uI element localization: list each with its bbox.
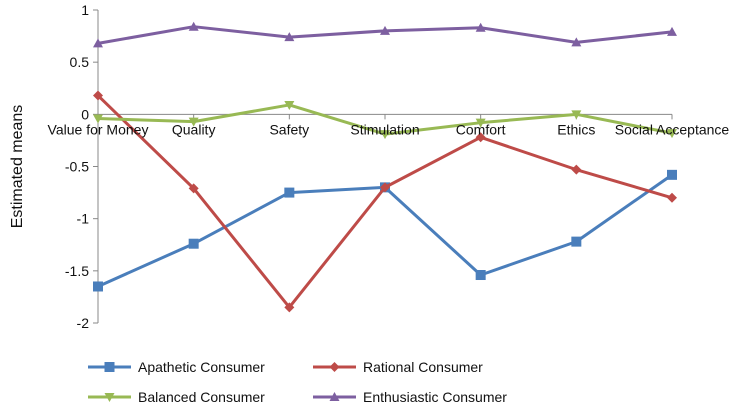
legend-label: Balanced Consumer bbox=[138, 389, 265, 405]
data-point-enthusiastic-consumer bbox=[667, 26, 677, 36]
x-category-label: Comfort bbox=[456, 121, 506, 137]
data-point-balanced-consumer bbox=[380, 130, 390, 140]
data-point-apathetic-consumer bbox=[571, 236, 582, 247]
y-tick-label: -2 bbox=[77, 315, 90, 331]
data-point-enthusiastic-consumer bbox=[284, 32, 295, 42]
data-point-apathetic-consumer bbox=[667, 169, 677, 180]
data-point-rational-consumer bbox=[188, 183, 199, 194]
data-point-balanced-consumer bbox=[93, 114, 103, 124]
data-point-rational-consumer bbox=[93, 90, 103, 101]
series-lines bbox=[93, 21, 677, 313]
legend-item-enthusiastic-consumer: Enthusiastic Consumer bbox=[313, 389, 507, 405]
legend: Apathetic Consumer Rational Consumer Balan… bbox=[88, 359, 507, 405]
legend-marker bbox=[104, 362, 115, 372]
data-point-enthusiastic-consumer bbox=[188, 21, 199, 31]
data-point-apathetic-consumer bbox=[93, 281, 103, 292]
x-category-label: Social Acceptance bbox=[615, 121, 730, 137]
data-point-rational-consumer bbox=[571, 164, 582, 175]
y-tick-label: 0.5 bbox=[70, 54, 90, 70]
data-point-rational-consumer bbox=[667, 192, 677, 203]
legend-item-apathetic-consumer: Apathetic Consumer bbox=[88, 359, 265, 375]
data-point-rational-consumer bbox=[380, 182, 390, 193]
data-point-enthusiastic-consumer bbox=[571, 37, 582, 47]
legend-item-rational-consumer: Rational Consumer bbox=[313, 359, 483, 375]
data-point-rational-consumer bbox=[475, 132, 486, 143]
data-point-apathetic-consumer bbox=[284, 187, 295, 198]
y-tick-label: 1 bbox=[81, 2, 89, 18]
data-point-balanced-consumer bbox=[188, 117, 199, 127]
data-point-apathetic-consumer bbox=[188, 238, 199, 249]
legend-item-balanced-consumer: Balanced Consumer bbox=[88, 389, 265, 405]
y-axis-title: Estimated means bbox=[9, 105, 26, 229]
legend-label: Rational Consumer bbox=[363, 359, 483, 375]
category-labels: Value for Money Quality Safety Stimulation C… bbox=[48, 121, 730, 137]
x-category-label: Ethics bbox=[557, 121, 595, 137]
x-category-label: Safety bbox=[269, 121, 309, 137]
y-tick-label: -1 bbox=[77, 211, 90, 227]
series-enthusiastic-consumer bbox=[93, 21, 677, 48]
data-point-balanced-consumer bbox=[667, 129, 677, 139]
legend-label: Enthusiastic Consumer bbox=[363, 389, 507, 405]
y-axis: 1 0.5 0 -0.5 -1 -1.5 -2 bbox=[65, 2, 99, 331]
data-point-apathetic-consumer bbox=[475, 270, 486, 281]
data-point-balanced-consumer bbox=[284, 100, 295, 110]
y-tick-label: -1.5 bbox=[65, 263, 89, 279]
data-point-balanced-consumer bbox=[571, 110, 582, 120]
legend-marker bbox=[329, 392, 340, 401]
data-point-balanced-consumer bbox=[475, 118, 486, 128]
x-category-label: Stimulation bbox=[350, 121, 419, 137]
y-tick-label: -0.5 bbox=[65, 159, 89, 175]
legend-marker bbox=[104, 393, 115, 402]
data-point-enthusiastic-consumer bbox=[93, 38, 103, 48]
data-point-rational-consumer bbox=[284, 302, 295, 313]
legend-marker bbox=[329, 362, 340, 372]
legend-label: Apathetic Consumer bbox=[138, 359, 265, 375]
x-category-label: Quality bbox=[172, 121, 216, 137]
series-balanced-consumer bbox=[93, 100, 677, 140]
series-rational-consumer bbox=[93, 90, 677, 313]
y-tick-label: 0 bbox=[81, 106, 89, 122]
x-category-label: Value for Money bbox=[48, 121, 149, 137]
data-point-enthusiastic-consumer bbox=[475, 22, 486, 32]
data-point-enthusiastic-consumer bbox=[380, 25, 390, 35]
